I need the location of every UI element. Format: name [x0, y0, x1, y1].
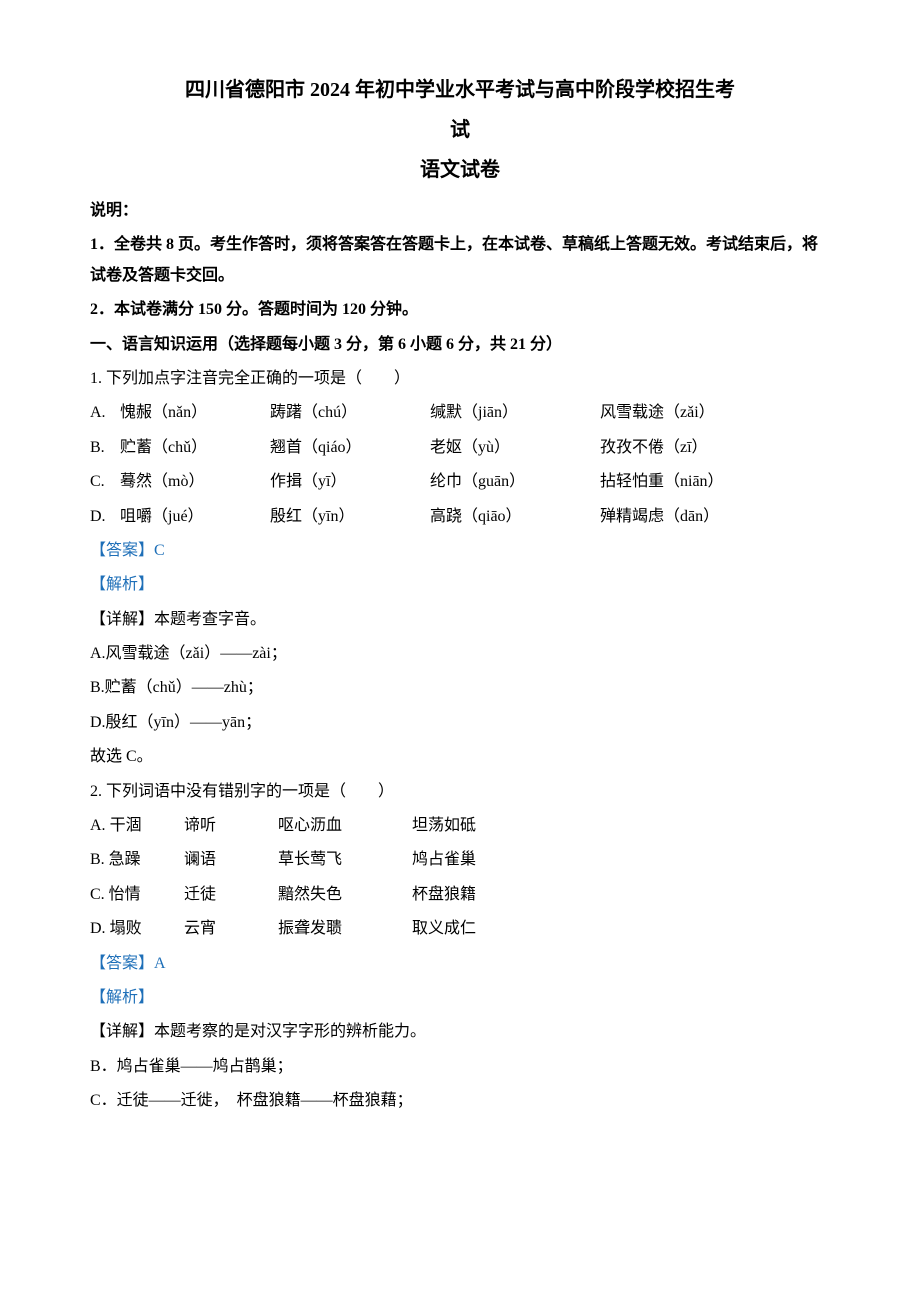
option-letter-word: D. 塌败	[90, 914, 180, 944]
q1-detail-line: D.殷红（yīn）——yān；	[90, 708, 830, 738]
option-cell: 草长莺飞	[278, 845, 408, 875]
option-cell: 贮蓄（chǔ）	[120, 433, 270, 463]
q1-detail-line: A.风雪载途（zǎi）——zài；	[90, 639, 830, 669]
q1-option-d: D. 咀嚼（jué） 殷红（yīn） 高跷（qiāo） 殚精竭虑（dān）	[90, 502, 830, 532]
option-cell: 谛听	[184, 811, 274, 841]
option-cell: 取义成仁	[412, 914, 522, 944]
option-cell: 风雪载途（zǎi）	[600, 398, 790, 428]
q2-stem: 2. 下列词语中没有错别字的一项是（ ）	[90, 777, 830, 807]
q1-analysis-label: 【解析】	[90, 570, 830, 600]
option-cell: 谰语	[184, 845, 274, 875]
q2-option-a: A. 干涸 谛听 呕心沥血 坦荡如砥	[90, 811, 830, 841]
option-cell: 振聋发聩	[278, 914, 408, 944]
option-cell: 蓦然（mò）	[120, 467, 270, 497]
option-cell: 缄默（jiān）	[430, 398, 600, 428]
option-letter-word: A. 干涸	[90, 811, 180, 841]
option-cell: 老妪（yù）	[430, 433, 600, 463]
q1-stem: 1. 下列加点字注音完全正确的一项是（ ）	[90, 364, 830, 394]
q1-detail-label: 【详解】本题考查字音。	[90, 605, 830, 635]
option-cell: 殚精竭虑（dān）	[600, 502, 790, 532]
q2-detail-line: B．鸠占雀巢——鸠占鹊巢；	[90, 1052, 830, 1082]
q2-option-c: C. 怡情 迁徒 黯然失色 杯盘狼籍	[90, 880, 830, 910]
q2-option-d: D. 塌败 云宵 振聋发聩 取义成仁	[90, 914, 830, 944]
option-cell: 拈轻怕重（niān）	[600, 467, 790, 497]
q1-option-a: A. 愧赧（nǎn） 踌躇（chú） 缄默（jiān） 风雪载途（zǎi）	[90, 398, 830, 428]
option-letter: D.	[90, 502, 120, 532]
option-cell: 殷红（yīn）	[270, 502, 430, 532]
instruction-1: 1．全卷共 8 页。考生作答时，须将答案答在答题卡上，在本试卷、草稿纸上答题无效…	[90, 230, 830, 291]
option-cell: 鸠占雀巢	[412, 845, 522, 875]
q2-analysis-label: 【解析】	[90, 983, 830, 1013]
option-cell: 杯盘狼籍	[412, 880, 522, 910]
option-cell: 踌躇（chú）	[270, 398, 430, 428]
option-cell: 坦荡如砥	[412, 811, 522, 841]
option-letter-word: B. 急躁	[90, 845, 180, 875]
option-cell: 纶巾（guān）	[430, 467, 600, 497]
option-letter: A.	[90, 398, 120, 428]
q2-detail-line: C．迁徒——迁徙， 杯盘狼籍——杯盘狼藉；	[90, 1086, 830, 1116]
page: 四川省德阳市 2024 年初中学业水平考试与高中阶段学校招生考 试 语文试卷 说…	[0, 0, 920, 1302]
option-cell: 云宵	[184, 914, 274, 944]
option-letter: C.	[90, 467, 120, 497]
exam-subtitle: 语文试卷	[90, 150, 830, 190]
exam-title-line2: 试	[90, 110, 830, 150]
exam-title-line1: 四川省德阳市 2024 年初中学业水平考试与高中阶段学校招生考	[90, 70, 830, 110]
q2-answer: 【答案】A	[90, 949, 830, 979]
option-cell: 愧赧（nǎn）	[120, 398, 270, 428]
instructions-label: 说明：	[90, 196, 830, 226]
q1-option-b: B. 贮蓄（chǔ） 翘首（qiáo） 老妪（yù） 孜孜不倦（zī）	[90, 433, 830, 463]
q1-detail-line: 故选 C。	[90, 742, 830, 772]
q2-detail-label: 【详解】本题考察的是对汉字字形的辨析能力。	[90, 1017, 830, 1047]
option-cell: 翘首（qiáo）	[270, 433, 430, 463]
option-cell: 呕心沥血	[278, 811, 408, 841]
option-letter-word: C. 怡情	[90, 880, 180, 910]
q1-option-c: C. 蓦然（mò） 作揖（yī） 纶巾（guān） 拈轻怕重（niān）	[90, 467, 830, 497]
q1-detail-line: B.贮蓄（chǔ）——zhù；	[90, 673, 830, 703]
section-1-heading: 一、语言知识运用（选择题每小题 3 分，第 6 小题 6 分，共 21 分）	[90, 330, 830, 360]
q1-answer: 【答案】C	[90, 536, 830, 566]
option-cell: 高跷（qiāo）	[430, 502, 600, 532]
q2-option-b: B. 急躁 谰语 草长莺飞 鸠占雀巢	[90, 845, 830, 875]
option-cell: 咀嚼（jué）	[120, 502, 270, 532]
option-cell: 黯然失色	[278, 880, 408, 910]
option-cell: 作揖（yī）	[270, 467, 430, 497]
option-cell: 迁徒	[184, 880, 274, 910]
instruction-2: 2．本试卷满分 150 分。答题时间为 120 分钟。	[90, 295, 830, 325]
option-cell: 孜孜不倦（zī）	[600, 433, 790, 463]
option-letter: B.	[90, 433, 120, 463]
